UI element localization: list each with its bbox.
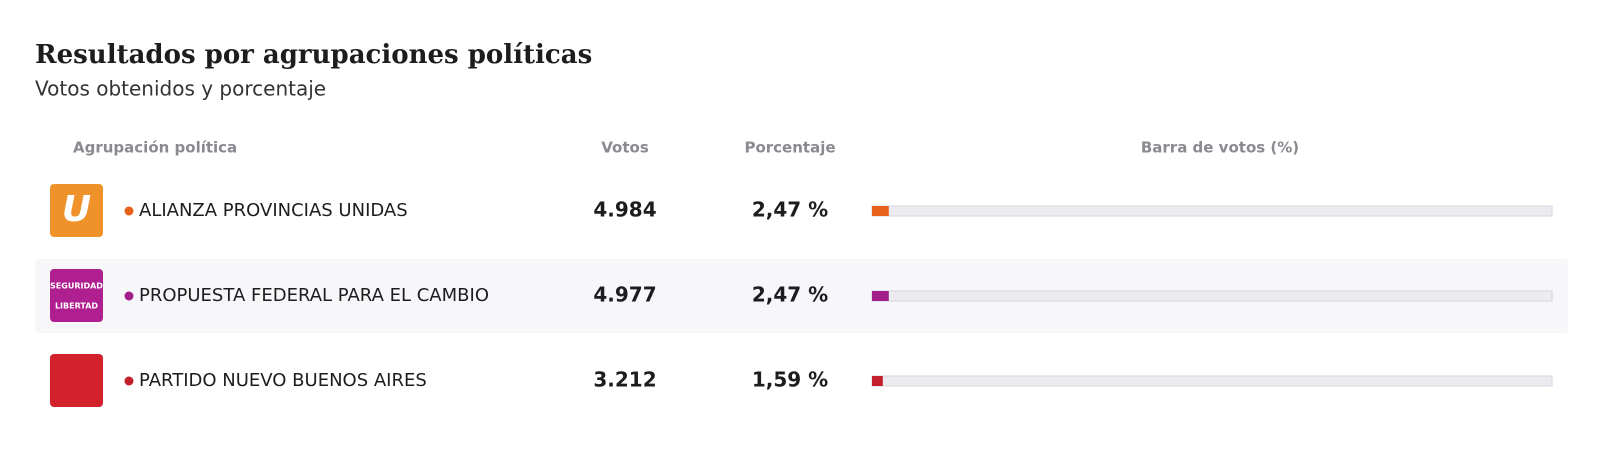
party-logo bbox=[50, 184, 103, 237]
votes: 4.984 bbox=[593, 198, 656, 222]
party-logo bbox=[50, 269, 103, 322]
bar bbox=[872, 291, 889, 301]
bar-track bbox=[871, 290, 1553, 302]
bar-track bbox=[871, 205, 1553, 217]
party-name: ALIANZA PROVINCIAS UNIDAS bbox=[139, 200, 408, 221]
votes: 4.977 bbox=[593, 283, 656, 307]
logo-text: LIBERTAD bbox=[55, 302, 98, 311]
bar bbox=[872, 376, 883, 386]
percentage: 2,47 % bbox=[752, 198, 828, 222]
percentage: 1,59 % bbox=[752, 368, 828, 392]
logo-text: U bbox=[62, 189, 91, 230]
row-background bbox=[35, 259, 1568, 333]
subtitle: Votos obtenidos y porcentaje bbox=[35, 77, 326, 101]
party-dot bbox=[124, 206, 134, 216]
column-header: Barra de votos (%) bbox=[1141, 139, 1299, 157]
bar bbox=[872, 206, 889, 216]
logo-text: SEGURIDAD bbox=[50, 282, 103, 291]
column-header: Votos bbox=[601, 139, 649, 157]
column-header: Agrupación política bbox=[73, 139, 237, 157]
title: Resultados por agrupaciones políticas bbox=[35, 40, 592, 70]
party-dot bbox=[124, 376, 134, 386]
percentage: 2,47 % bbox=[752, 283, 828, 307]
column-header: Porcentaje bbox=[744, 139, 835, 157]
party-dot bbox=[124, 291, 134, 301]
bar-track bbox=[871, 375, 1553, 387]
party-name: PROPUESTA FEDERAL PARA EL CAMBIO bbox=[139, 285, 489, 306]
votes: 3.212 bbox=[593, 368, 656, 392]
party-logo bbox=[50, 354, 103, 407]
party-name: PARTIDO NUEVO BUENOS AIRES bbox=[139, 370, 427, 391]
